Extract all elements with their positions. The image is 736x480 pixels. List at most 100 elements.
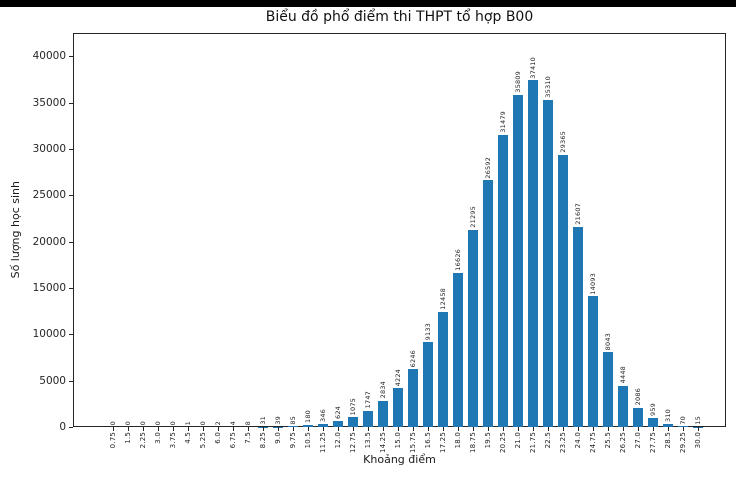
x-tick-label: 27.0 <box>634 432 642 449</box>
x-tick-mark <box>698 427 699 431</box>
x-tick-mark <box>248 427 249 431</box>
y-axis-label-wrap: Số lượng học sinh <box>6 33 24 427</box>
x-tick-label: 8.25 <box>259 432 267 449</box>
bar <box>363 410 373 427</box>
x-tick-mark <box>518 427 519 431</box>
x-tick-mark <box>623 427 624 431</box>
bar-value-label: 0 <box>199 420 207 425</box>
x-tick-mark <box>488 427 489 431</box>
x-tick-label: 20.25 <box>499 432 507 454</box>
bar-value-label: 624 <box>334 406 342 420</box>
y-tick-mark <box>69 380 73 382</box>
bar-value-label: 0 <box>109 420 117 425</box>
x-tick-label: 28.5 <box>664 432 672 449</box>
x-tick-mark <box>353 427 354 431</box>
bar-value-label: 21295 <box>469 205 477 228</box>
bar-value-label: 1075 <box>349 397 357 416</box>
x-tick-mark <box>683 427 684 431</box>
x-tick-mark <box>263 427 264 431</box>
x-tick-label: 9.75 <box>289 432 297 449</box>
x-tick-mark <box>338 427 339 431</box>
x-tick-mark <box>548 427 549 431</box>
x-tick-mark <box>593 427 594 431</box>
bar <box>498 135 508 427</box>
x-tick-mark <box>563 427 564 431</box>
bar <box>378 400 388 427</box>
bar-value-label: 14093 <box>589 272 597 295</box>
x-tick-mark <box>368 427 369 431</box>
y-tick-label: 35000 <box>32 96 66 109</box>
x-tick-mark <box>143 427 144 431</box>
x-tick-mark <box>578 427 579 431</box>
bar-value-label: 26592 <box>484 156 492 179</box>
x-tick-label: 18.75 <box>469 432 477 454</box>
bar-value-label: 70 <box>679 415 687 425</box>
y-tick-label: 0 <box>59 421 66 433</box>
x-tick-label: 6.75 <box>229 432 237 449</box>
bar <box>453 272 463 427</box>
x-tick-label: 21.0 <box>514 432 522 449</box>
bar-value-label: 180 <box>304 410 312 424</box>
x-tick-mark <box>533 427 534 431</box>
x-tick-label: 3.0 <box>154 432 162 444</box>
x-tick-mark <box>128 427 129 431</box>
bar <box>618 385 628 427</box>
bar <box>663 424 673 427</box>
x-axis-label: Khoảng điểm <box>363 453 436 466</box>
x-tick-label: 9.0 <box>274 432 282 444</box>
x-tick-label: 11.25 <box>319 432 327 454</box>
x-tick-mark <box>608 427 609 431</box>
bar <box>633 407 643 427</box>
x-tick-mark <box>218 427 219 431</box>
x-tick-label: 18.0 <box>454 432 462 449</box>
x-tick-label: 7.5 <box>244 432 252 444</box>
y-tick-label: 10000 <box>32 328 66 341</box>
x-tick-label: 24.75 <box>589 432 597 454</box>
x-tick-label: 13.5 <box>364 432 372 449</box>
bar-value-label: 15 <box>694 416 702 425</box>
x-tick-label: 10.5 <box>304 432 312 449</box>
y-tick-mark <box>69 56 73 58</box>
bar <box>438 311 448 427</box>
x-tick-mark <box>203 427 204 431</box>
bar-value-label: 346 <box>319 408 327 422</box>
x-tick-mark <box>473 427 474 431</box>
bar-value-label: 959 <box>649 403 657 417</box>
bar-value-label: 310 <box>664 409 672 423</box>
bar-value-label: 4448 <box>619 366 627 384</box>
bar-value-label: 0 <box>154 420 162 425</box>
x-tick-label: 17.25 <box>439 432 447 454</box>
bar-value-label: 1 <box>184 420 192 425</box>
bar-value-label: 9133 <box>424 323 432 341</box>
y-tick-label: 25000 <box>32 189 66 202</box>
bar <box>588 296 598 427</box>
y-tick-mark <box>69 102 73 104</box>
x-tick-label: 30.0 <box>694 432 702 449</box>
x-tick-label: 16.5 <box>424 432 432 449</box>
y-tick-mark <box>69 195 73 197</box>
x-tick-mark <box>188 427 189 431</box>
bar <box>543 99 553 427</box>
bar-value-label: 16626 <box>454 249 462 271</box>
x-tick-label: 6.0 <box>214 432 222 444</box>
bar-value-label: 35809 <box>514 71 522 94</box>
x-tick-mark <box>233 427 234 431</box>
bar-value-label: 8 <box>244 420 252 425</box>
bar <box>648 418 658 427</box>
bar-value-label: 31 <box>259 416 267 425</box>
x-tick-label: 19.5 <box>484 432 492 449</box>
bar-value-label: 0 <box>139 420 147 425</box>
y-tick-label: 30000 <box>32 142 66 155</box>
bar-value-label: 6246 <box>409 349 417 368</box>
x-tick-mark <box>383 427 384 431</box>
bar-value-label: 0 <box>124 420 132 425</box>
bar-value-label: 1747 <box>364 391 372 409</box>
bar-value-label: 2 <box>214 420 222 425</box>
x-tick-label: 22.5 <box>544 432 552 449</box>
bar-value-label: 2834 <box>379 381 387 399</box>
bar-value-label: 21607 <box>574 203 582 225</box>
bar <box>348 417 358 427</box>
x-tick-label: 3.75 <box>169 432 177 449</box>
x-tick-label: 14.25 <box>379 432 387 454</box>
y-tick-label: 5000 <box>39 374 66 387</box>
